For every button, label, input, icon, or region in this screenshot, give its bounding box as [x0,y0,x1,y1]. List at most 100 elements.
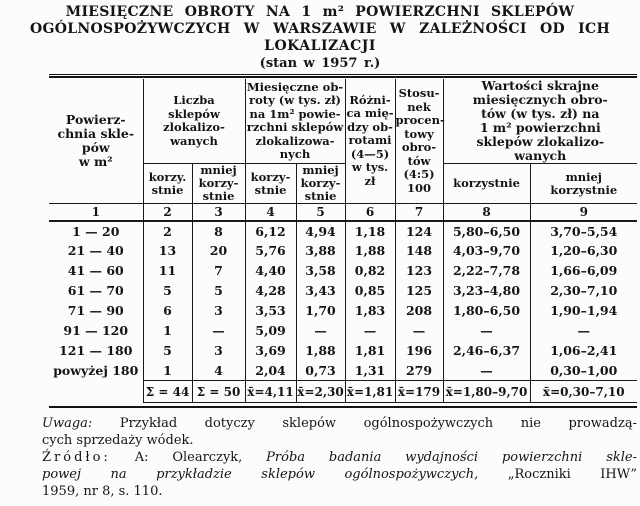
col-header-powierzchnia: Powierz- chnia skle- pów w m² [57,112,135,169]
table-cell: 1,66–6,09 [529,260,638,281]
summary-cell-mean: x̄=179 [394,380,444,403]
page-title: MIESIĘCZNE OBROTY NA 1 m² POWIERZCHNI SK… [0,0,640,72]
table-cell: — [295,320,346,341]
table-cell: 1,18 [344,220,396,241]
table-cell: 3 [191,340,246,361]
column-number: 5 [295,203,346,222]
table-cell: 124 [394,220,444,241]
zrodlo-journal: „Roczniki IHW” [478,467,638,482]
column-number: 3 [191,203,246,222]
col-header-miesieczne-obroty: Miesięczne ob- roty (w tys. zł) na 1m² p… [244,79,346,164]
table-cell: 4,40 [244,260,297,281]
uwaga-text: Przykład dotyczy sklepów ogólnospożywczy… [92,416,637,431]
summary-cell-mean: x̄=4,11 [244,380,297,403]
table-cell: 5,76 [244,240,297,261]
table-cell: 0,30–1,00 [529,360,638,381]
summary-cell-empty [49,381,143,403]
table-cell: — [529,320,638,341]
table-cell: 3,70–5,54 [529,220,638,241]
uwaga-note-line-1: Uwaga: Przykład dotyczy sklepów ogólnosp… [42,415,637,432]
zrodlo-note-line-2: powej na przykładzie sklepów ogólnospoży… [42,466,637,483]
table-cell: 0,82 [344,260,396,281]
column-number: 2 [142,203,192,222]
table-cell: 5 [191,280,246,301]
zrodlo-label: Źródło: [42,450,111,465]
table-cell: 0,73 [295,360,346,381]
table-cell: 148 [394,240,444,261]
table-cell: 5,09 [244,320,297,341]
table-cell: 1,90–1,94 [529,300,638,321]
column-number: 6 [344,203,396,222]
col-header-stosunek: Stosu- nek procen- towy obro- tów (4:5) … [394,79,445,204]
table-cell: 2,30–7,10 [529,280,638,301]
table-cell: — [442,360,531,381]
statistics-table-wrap: Powierz- chnia skle- pów w m² Liczba skl… [49,74,638,408]
table-cell: 2,46–6,37 [442,340,531,361]
table-cell: 3,58 [295,260,346,281]
table-bottom-rule [49,406,637,408]
table-cell: 13 [142,240,192,261]
table-cell: 279 [394,360,444,381]
table-cell: 123 [394,260,444,281]
table-cell: 41 — 60 [67,263,124,278]
table-cell: 2,04 [244,360,297,381]
column-number: 7 [394,203,444,222]
table-cell: 7 [191,260,246,281]
group-header-row: Powierz- chnia skle- pów w m² Liczba skl… [49,79,638,204]
summary-cell-mean: x̄=2,30 [295,380,346,403]
table-cell: 2,22–7,78 [442,260,531,281]
table-cell: 1 — 20 [72,223,120,239]
table-cell: 1,83 [344,300,396,321]
zrodlo-note-line-3: 1959, nr 8, s. 110. [42,484,163,499]
table-cell: 0,85 [344,280,396,301]
summary-cell-mean: x̄=0,30–7,10 [529,380,638,403]
table-cell: 3 [191,300,246,321]
table-cell: 8 [191,220,246,241]
table-cell: 1,20–6,30 [529,240,638,261]
statistics-table: Powierz- chnia skle- pów w m² Liczba skl… [49,79,638,403]
table-row: 121 — 180 5 3 3,69 1,88 1,81 196 2,46–6,… [49,340,638,361]
table-cell: 1,31 [344,360,396,381]
zrodlo-work-title-cont: powej na przykładzie sklepów ogólnospoży… [42,467,479,482]
table-cell: 3,88 [295,240,346,261]
table-cell: 1 [142,320,192,341]
table-cell: 61 — 70 [67,283,124,298]
table-cell: 21 — 40 [67,243,124,258]
sub-header-mniej-korzystnie-5: mniej korzy- stnie [295,163,346,204]
col-header-liczba-sklepow: Liczba sklepów zlokalizo- wanych [142,79,246,164]
table-cell: 1,88 [344,240,396,261]
col-header-roznica: Różni- ca mię- dzy ob- rotami (4—5) w ty… [344,79,396,204]
sub-header-mniej-korzystnie-9: mniej korzystnie [529,163,638,204]
zrodlo-text: A: Olearczyk, [110,450,267,465]
title-line-1: MIESIĘCZNE OBROTY NA 1 m² POWIERZCHNI SK… [65,4,575,20]
uwaga-note-line-2: cych sprzedaży wódek. [42,433,194,448]
table-cell: 4,28 [244,280,297,301]
table-cell: 11 [142,260,192,281]
sub-header-mniej-korzystnie-3: mniej korzy- stnie [191,163,246,204]
table-cell: 1,88 [295,340,346,361]
table-cell: 5 [142,340,192,361]
col-header-wartosci-skrajne: Wartości skrajne miesięcznych obro- tów … [442,79,638,164]
summary-row: Σ = 44 Σ = 50 x̄=4,11 x̄=2,30 x̄=1,81 x̄… [49,380,638,403]
table-row: 21 — 40 13 20 5,76 3,88 1,88 148 4,03–9,… [49,240,638,261]
table-cell: — [394,320,444,341]
table-cell: 121 — 180 [59,343,133,358]
table-row: 71 — 90 6 3 3,53 1,70 1,83 208 1,80–6,50… [49,300,638,321]
table-row: 91 — 120 1 — 5,09 — — — — — [49,320,638,341]
table-top-rule [49,74,637,78]
table-cell: 1 [142,360,192,381]
table-cell: — [344,320,396,341]
sub-header-row: korzy. stnie mniej korzy- stnie korzy- s… [49,163,638,204]
sub-header-korzystnie-4: korzy- stnie [244,163,297,204]
column-number: 9 [529,203,638,222]
summary-cell-sum: Σ = 50 [191,380,246,403]
summary-cell-mean: x̄=1,81 [344,380,396,403]
table-cell: 1,70 [295,300,346,321]
table-cell: 6 [142,300,192,321]
table-cell: 4 [191,360,246,381]
table-cell: 5,80–6,50 [442,220,531,241]
title-subtitle: (stan w 1957 r.) [259,56,381,71]
title-line-3: LOKALIZACJI [264,38,376,54]
summary-cell-sum: Σ = 44 [142,380,192,403]
table-cell: 3,43 [295,280,346,301]
